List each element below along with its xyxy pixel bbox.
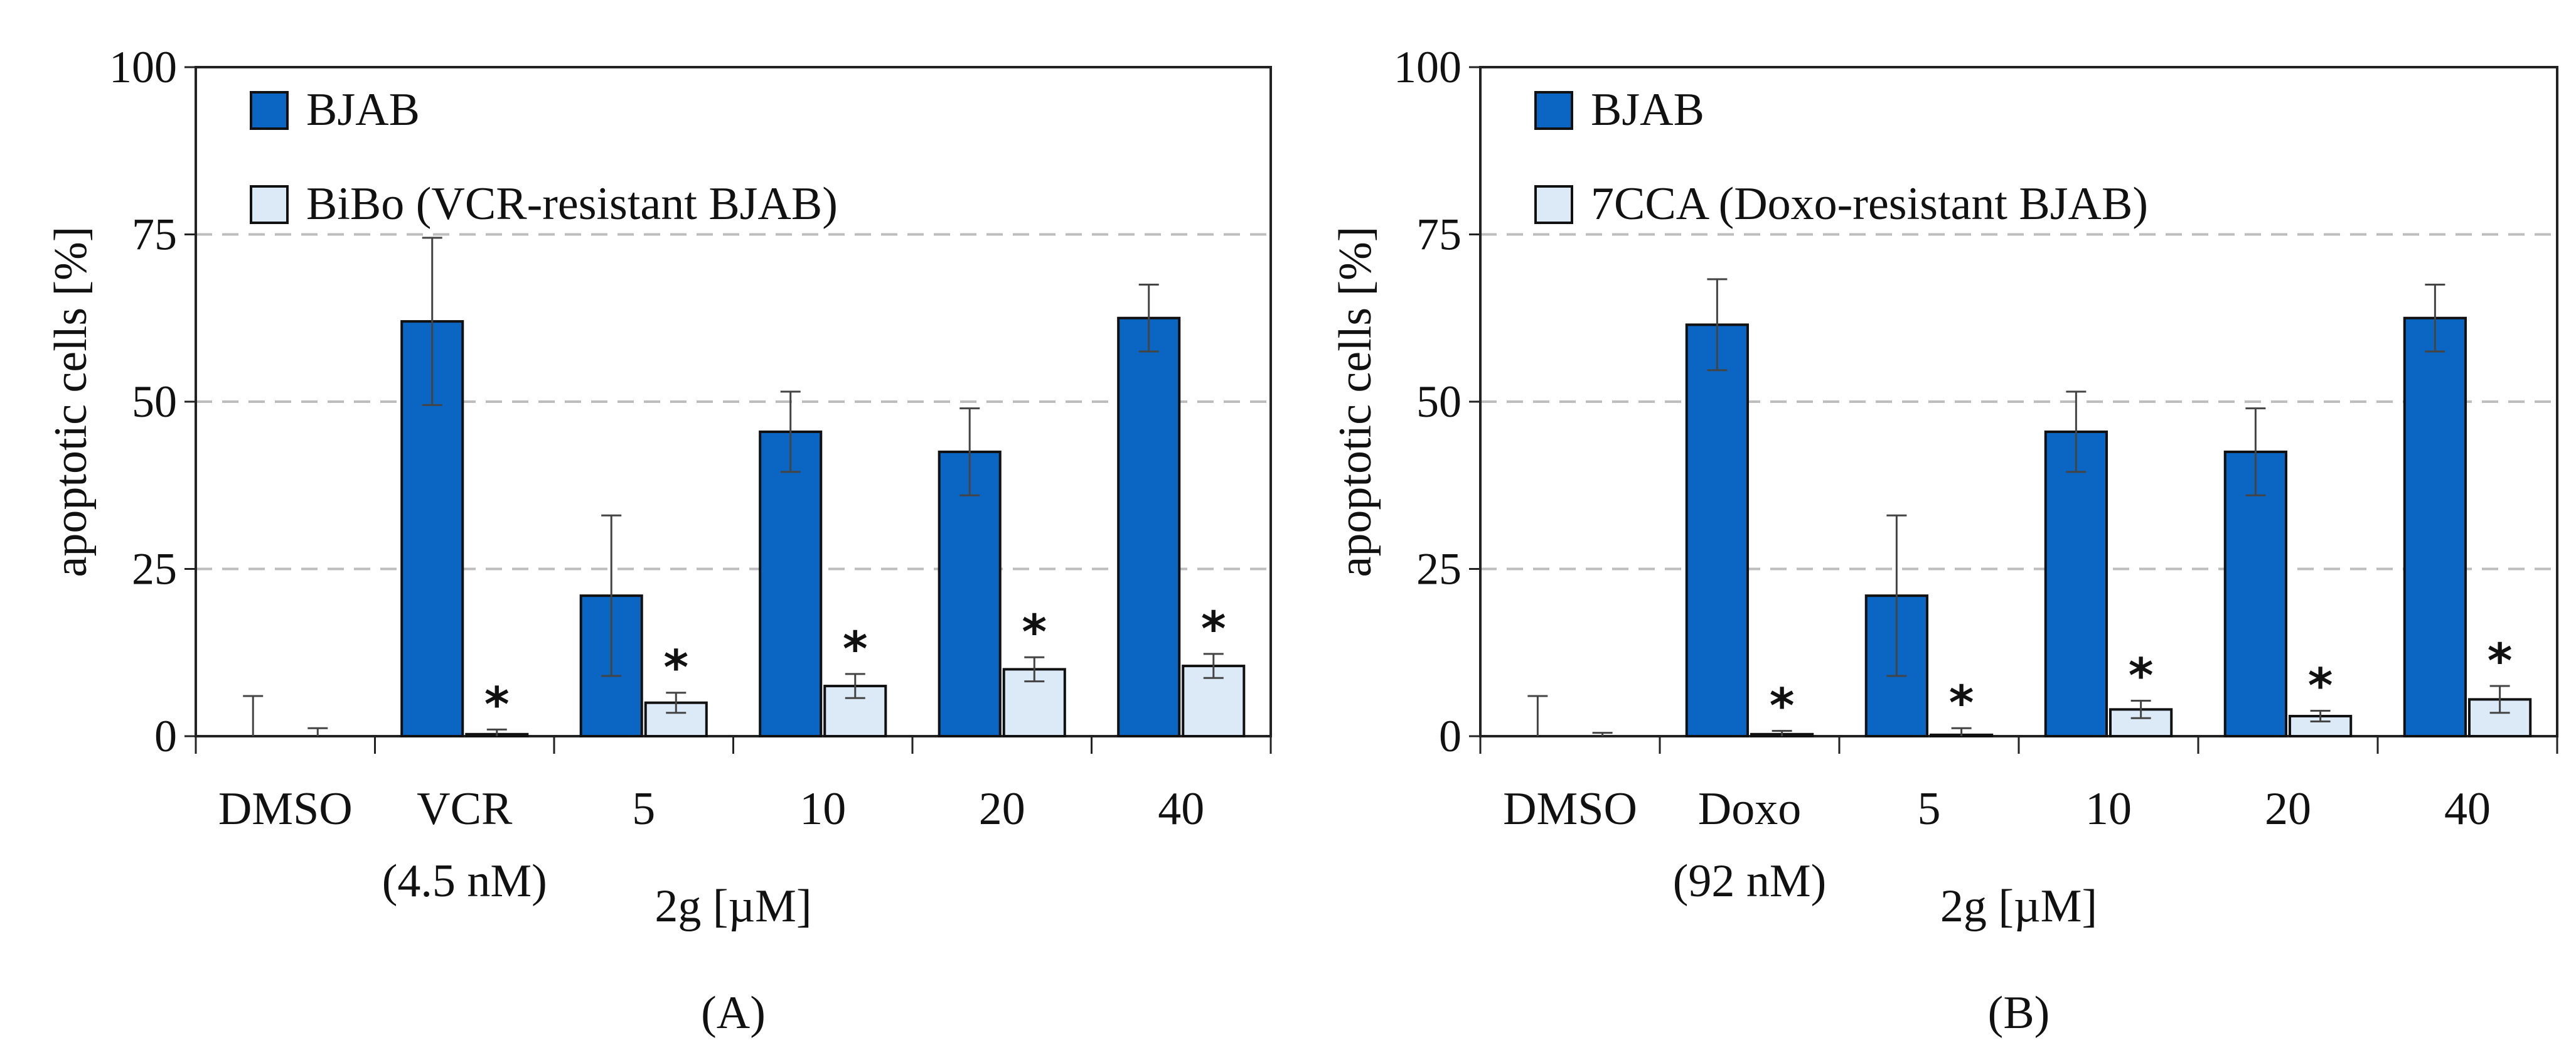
y-tick-label: 75: [1416, 210, 1462, 260]
y-tick-label: 100: [109, 42, 177, 92]
legend-swatch: [1534, 91, 1573, 130]
significance-marker: *: [663, 640, 688, 695]
y-tick-label: 50: [132, 377, 177, 427]
x-axis-label: 2g [µM]: [655, 881, 811, 932]
y-tick-label: 75: [132, 210, 177, 260]
significance-marker: *: [484, 676, 510, 732]
x-category-label: DMSO: [1503, 783, 1637, 835]
y-axis-label: apoptotic cells [%]: [1330, 227, 1381, 577]
panel-label: (A): [701, 987, 766, 1039]
legend-swatch: [250, 91, 289, 130]
legend-swatch: [250, 185, 289, 224]
legend-swatch: [1534, 185, 1573, 224]
y-axis-label: apoptotic cells [%]: [45, 227, 97, 577]
legend-label: 7CCA (Doxo-resistant BJAB): [1591, 178, 2148, 230]
bar-bjab: [1117, 316, 1181, 737]
x-category-label: 5: [1918, 783, 1941, 835]
bar-bjab: [759, 430, 823, 737]
significance-marker: *: [2488, 633, 2513, 688]
bar-bjab: [2403, 316, 2467, 737]
panel-label: (B): [1988, 987, 2050, 1039]
x-category-label: 20: [2265, 783, 2311, 835]
x-category-label: VCR: [417, 783, 513, 835]
y-tick-label: 25: [132, 544, 177, 594]
significance-marker: *: [1022, 604, 1047, 660]
legend-label: BJAB: [1591, 84, 1704, 136]
significance-marker: *: [1201, 601, 1226, 656]
significance-marker: *: [1770, 677, 1795, 733]
x-category-label: 5: [632, 783, 655, 835]
x-category-sublabel: (92 nM): [1673, 855, 1827, 907]
x-category-label: 10: [799, 783, 846, 835]
bar-bjab: [2044, 430, 2108, 737]
panel-a: 0 25 50 75 100 * * * * * DMSO VCR (4.5 nM) 5 10 20 40 2g …: [45, 42, 1272, 1039]
bar-resistant: [2468, 698, 2532, 737]
significance-marker: *: [1949, 675, 1974, 731]
x-category-sublabel: (4.5 nM): [382, 855, 547, 907]
x-category-label: 40: [1158, 783, 1204, 835]
legend-label: BJAB: [306, 84, 420, 136]
y-tick-label: 25: [1416, 544, 1462, 594]
bar-resistant: [1002, 668, 1066, 738]
x-category-label: Doxo: [1698, 783, 1801, 835]
legend-label: BiBo (VCR-resistant BJAB): [306, 178, 838, 230]
x-category-label: 20: [979, 783, 1025, 835]
bar-bjab: [1685, 323, 1750, 737]
significance-marker: *: [843, 621, 868, 677]
x-category-label: 10: [2085, 783, 2132, 835]
y-tick-label: 100: [1394, 42, 1462, 92]
panel-b: 0 25 50 75 100 * * * * * DMSO Doxo (92 nM) 5 10 20 40 2g …: [1330, 42, 2558, 1039]
x-axis-label: 2g [µM]: [1940, 881, 2097, 932]
bar-bjab: [2223, 450, 2288, 737]
significance-marker: *: [2308, 657, 2333, 713]
y-tick-label: 0: [154, 711, 177, 761]
x-category-label: DMSO: [218, 783, 353, 835]
x-category-label: 40: [2444, 783, 2491, 835]
y-tick-label: 0: [1439, 711, 1462, 761]
y-tick-label: 50: [1416, 377, 1462, 427]
significance-marker: *: [2129, 648, 2154, 704]
